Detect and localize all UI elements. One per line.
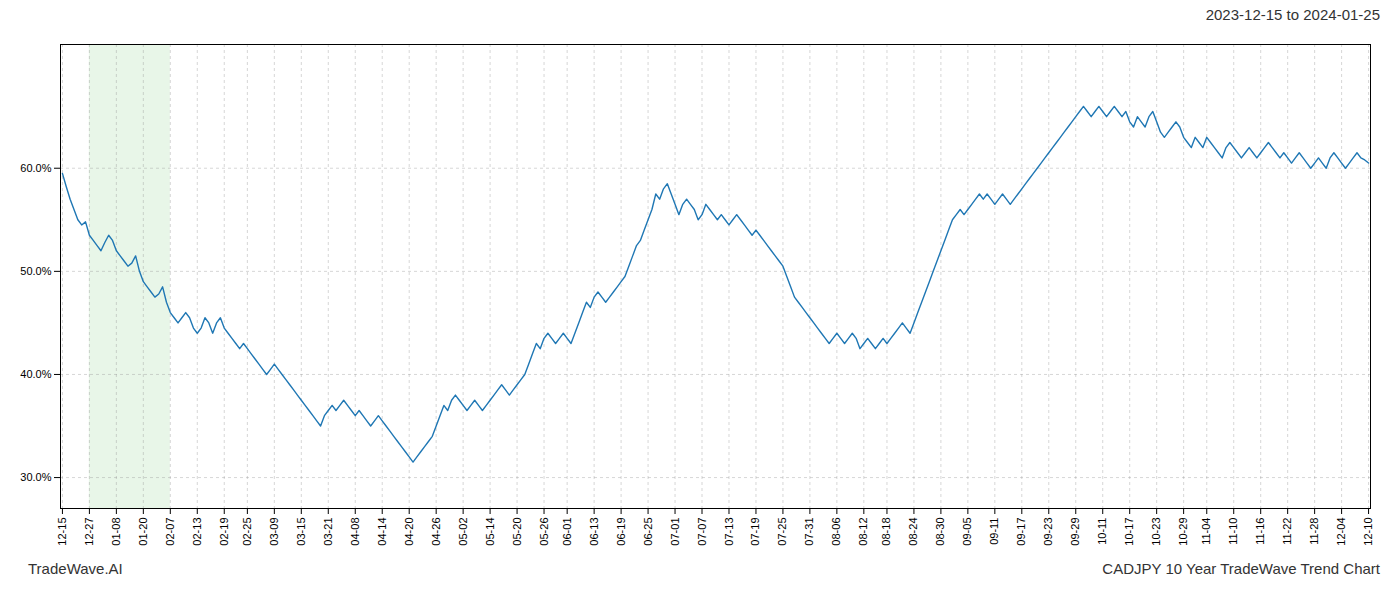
svg-text:10-29: 10-29 (1177, 518, 1189, 546)
svg-text:03-21: 03-21 (322, 518, 334, 546)
svg-text:02-19: 02-19 (218, 518, 230, 546)
svg-text:03-15: 03-15 (295, 518, 307, 546)
svg-text:12-27: 12-27 (83, 518, 95, 546)
svg-text:08-12: 08-12 (857, 518, 869, 546)
html-text:TradeWave.AI: TradeWave.AI (28, 560, 123, 577)
svg-text:11-28: 11-28 (1308, 518, 1320, 545)
svg-text:12-10: 12-10 (1362, 518, 1374, 546)
svg-text:08-06: 08-06 (830, 518, 842, 546)
svg-text:06-25: 06-25 (642, 518, 654, 546)
svg-text:10-17: 10-17 (1123, 518, 1135, 546)
svg-text:12-04: 12-04 (1335, 518, 1347, 546)
svg-text:01-20: 01-20 (137, 518, 149, 546)
svg-text:06-01: 06-01 (561, 518, 573, 546)
svg-text:02-13: 02-13 (191, 518, 203, 546)
svg-text:05-20: 05-20 (511, 518, 523, 546)
svg-text:09-23: 09-23 (1042, 518, 1054, 546)
html-text:2023-12-15 to 2024-01-25: 2023-12-15 to 2024-01-25 (1205, 6, 1380, 23)
svg-text:60.0%: 60.0% (20, 162, 51, 174)
svg-text:07-19: 07-19 (749, 518, 761, 546)
svg-text:09-17: 09-17 (1015, 518, 1027, 546)
svg-text:04-14: 04-14 (376, 518, 388, 546)
svg-text:11-22: 11-22 (1281, 518, 1293, 545)
svg-text:05-26: 05-26 (538, 518, 550, 546)
svg-text:10-23: 10-23 (1150, 518, 1162, 546)
svg-text:04-20: 04-20 (403, 518, 415, 546)
svg-text:07-07: 07-07 (696, 518, 708, 546)
svg-text:10-11: 10-11 (1096, 518, 1108, 545)
svg-text:03-09: 03-09 (268, 518, 280, 546)
svg-text:08-18: 08-18 (880, 518, 892, 546)
svg-text:05-14: 05-14 (484, 518, 496, 546)
svg-text:11-10: 11-10 (1227, 518, 1239, 545)
svg-text:07-25: 07-25 (776, 518, 788, 546)
svg-text:50.0%: 50.0% (20, 265, 51, 277)
svg-text:12-15: 12-15 (56, 518, 68, 546)
svg-text:09-05: 09-05 (961, 518, 973, 546)
svg-text:06-13: 06-13 (588, 518, 600, 546)
svg-text:08-30: 08-30 (934, 518, 946, 546)
svg-text:07-13: 07-13 (723, 518, 735, 546)
svg-text:02-25: 02-25 (241, 518, 253, 546)
svg-text:05-02: 05-02 (457, 518, 469, 546)
svg-text:11-04: 11-04 (1200, 518, 1212, 545)
svg-text:07-31: 07-31 (803, 518, 815, 546)
svg-text:11-16: 11-16 (1254, 518, 1266, 545)
svg-text:30.0%: 30.0% (20, 471, 51, 483)
svg-text:02-07: 02-07 (164, 518, 176, 546)
svg-text:08-24: 08-24 (907, 518, 919, 546)
html-text:CADJPY 10 Year TradeWave Trend: CADJPY 10 Year TradeWave Trend Chart (1102, 560, 1380, 577)
svg-text:07-01: 07-01 (669, 518, 681, 546)
svg-text:40.0%: 40.0% (20, 368, 51, 380)
svg-text:09-11: 09-11 (988, 518, 1000, 545)
svg-text:04-26: 04-26 (430, 518, 442, 546)
svg-text:09-29: 09-29 (1069, 518, 1081, 546)
svg-text:01-08: 01-08 (110, 518, 122, 546)
svg-text:06-19: 06-19 (615, 518, 627, 546)
svg-text:04-08: 04-08 (349, 518, 361, 546)
